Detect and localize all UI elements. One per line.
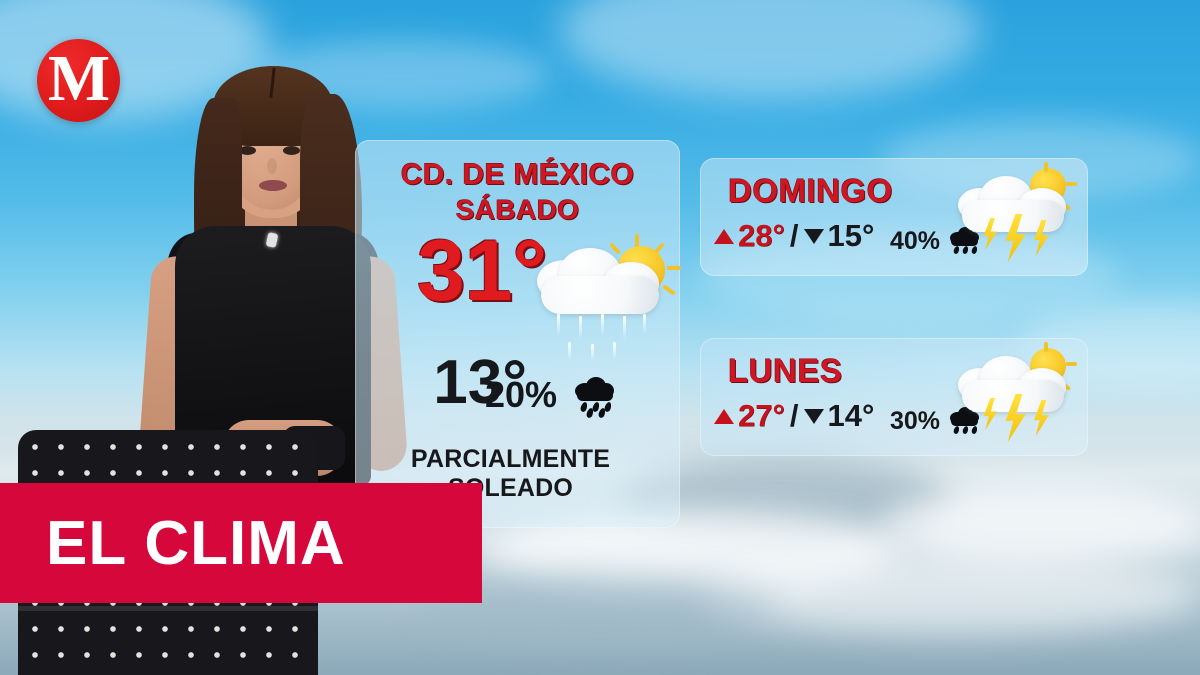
forecast-card-lunes[interactable]: LUNES 27° / 14° 30% <box>700 338 1088 456</box>
rain-cloud-icon <box>947 406 981 436</box>
el-clima-banner: EL CLIMA <box>0 483 482 603</box>
forecast-card-temps: 28° / 15° <box>714 218 874 254</box>
arrow-down-icon <box>803 408 824 424</box>
presenter-nose <box>267 158 277 174</box>
presenter-lips <box>259 180 287 191</box>
temp-separator: / <box>789 218 799 253</box>
forecast-card-domingo[interactable]: DOMINGO 28° / 15° 40% <box>700 158 1088 276</box>
rain-cloud-icon <box>571 375 617 419</box>
cloud-wisp <box>560 0 980 100</box>
forecast-card-high: 27° <box>738 398 785 433</box>
banner-label: EL CLIMA <box>46 508 346 578</box>
forecast-card-precip: 40% <box>890 226 981 256</box>
forecast-card-low: 14° <box>827 398 875 433</box>
forecast-card-temps: 27° / 14° <box>714 398 874 434</box>
thunderstorm-with-sun-icon <box>956 162 1077 270</box>
arrow-down-icon <box>803 228 824 244</box>
presenter-eye <box>239 146 256 155</box>
temp-separator: / <box>789 398 799 433</box>
sun-behind-rain-cloud-icon <box>533 232 683 362</box>
forecast-card-day: DOMINGO <box>728 172 893 209</box>
cloud-puff <box>700 555 1200 635</box>
main-forecast-panel: CD. DE MÉXICO SÁBADO 31° 13° 20% PARCIAL… <box>355 140 683 528</box>
cloud-puff <box>880 485 1200 565</box>
day-label: SÁBADO <box>455 194 580 225</box>
high-temperature: 31° <box>416 223 547 319</box>
rain-cloud-icon <box>947 226 981 256</box>
presenter-eye <box>283 146 300 155</box>
forecast-card-low: 15° <box>827 218 875 253</box>
skirt-ruffle <box>18 606 318 611</box>
forecast-card-precip-value: 40% <box>890 226 941 255</box>
milenio-logo[interactable]: M <box>37 39 120 122</box>
city-label: CD. DE MÉXICO <box>400 158 635 191</box>
milenio-logo-letter: M <box>47 42 110 115</box>
forecast-card-precip-value: 30% <box>890 406 941 435</box>
low-temperature: 13° <box>433 348 527 417</box>
forecast-card-high: 28° <box>738 218 785 253</box>
arrow-up-icon <box>714 408 734 424</box>
precipitation-value: 20% <box>485 374 558 415</box>
precipitation-row: 20% <box>485 374 617 419</box>
thunderstorm-with-sun-icon <box>956 342 1077 450</box>
forecast-card-precip: 30% <box>890 406 981 436</box>
arrow-up-icon <box>714 228 734 244</box>
forecast-card-day: LUNES <box>728 352 843 389</box>
